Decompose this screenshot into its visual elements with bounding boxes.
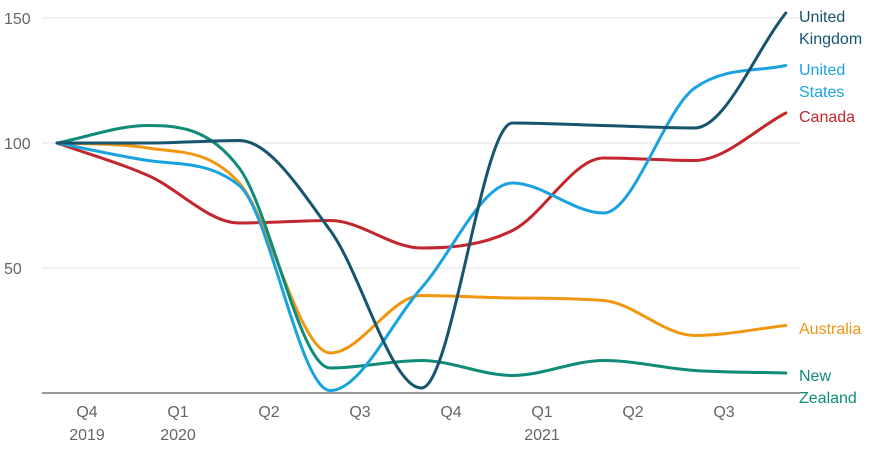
x-tick-label-quarter: Q3 <box>713 404 734 421</box>
series-label-new-zealand: New Zealand <box>799 368 857 407</box>
series-label-united-states: United States <box>799 62 845 101</box>
series-label-canada: Canada <box>799 109 855 126</box>
x-tick-label-quarter: Q4 <box>76 404 97 421</box>
series-label-line: Kingdom <box>799 31 862 48</box>
series-lines <box>55 11 788 392</box>
x-tick-label-year: 2020 <box>160 427 196 444</box>
x-tick-label-quarter: Q1 <box>531 404 552 421</box>
x-tick-label-quarter: Q4 <box>440 404 461 421</box>
y-axis-tick-labels: 50 100 150 <box>4 11 31 278</box>
x-tick-label-quarter: Q3 <box>349 404 370 421</box>
x-axis-tick-labels: Q4 2019 Q1 2020 Q2 Q3 Q4 Q1 2021 Q2 Q3 <box>69 404 735 444</box>
series-label-line: United <box>799 62 845 79</box>
y-tick-label: 50 <box>4 261 22 278</box>
x-tick-label-quarter: Q2 <box>622 404 643 421</box>
x-tick-label-quarter: Q2 <box>258 404 279 421</box>
series-label-line: Zealand <box>799 390 857 407</box>
series-label-line: New <box>799 368 831 385</box>
series-label-united-kingdom: United Kingdom <box>799 9 862 48</box>
x-tick-label-quarter: Q1 <box>167 404 188 421</box>
x-tick-label-year: 2021 <box>524 427 560 444</box>
series-line-australia <box>55 141 788 355</box>
series-label-line: United <box>799 9 845 26</box>
y-tick-label: 100 <box>4 136 31 153</box>
series-label-australia: Australia <box>799 321 861 338</box>
series-line-canada <box>55 111 788 250</box>
series-line-united-states <box>55 64 788 392</box>
series-label-line: Australia <box>799 321 861 338</box>
series-label-line: States <box>799 84 844 101</box>
series-line-new-zealand <box>55 124 788 377</box>
x-tick-label-year: 2019 <box>69 427 105 444</box>
series-label-line: Canada <box>799 109 855 126</box>
series-line-united-kingdom <box>55 11 788 390</box>
y-tick-label: 150 <box>4 11 31 28</box>
